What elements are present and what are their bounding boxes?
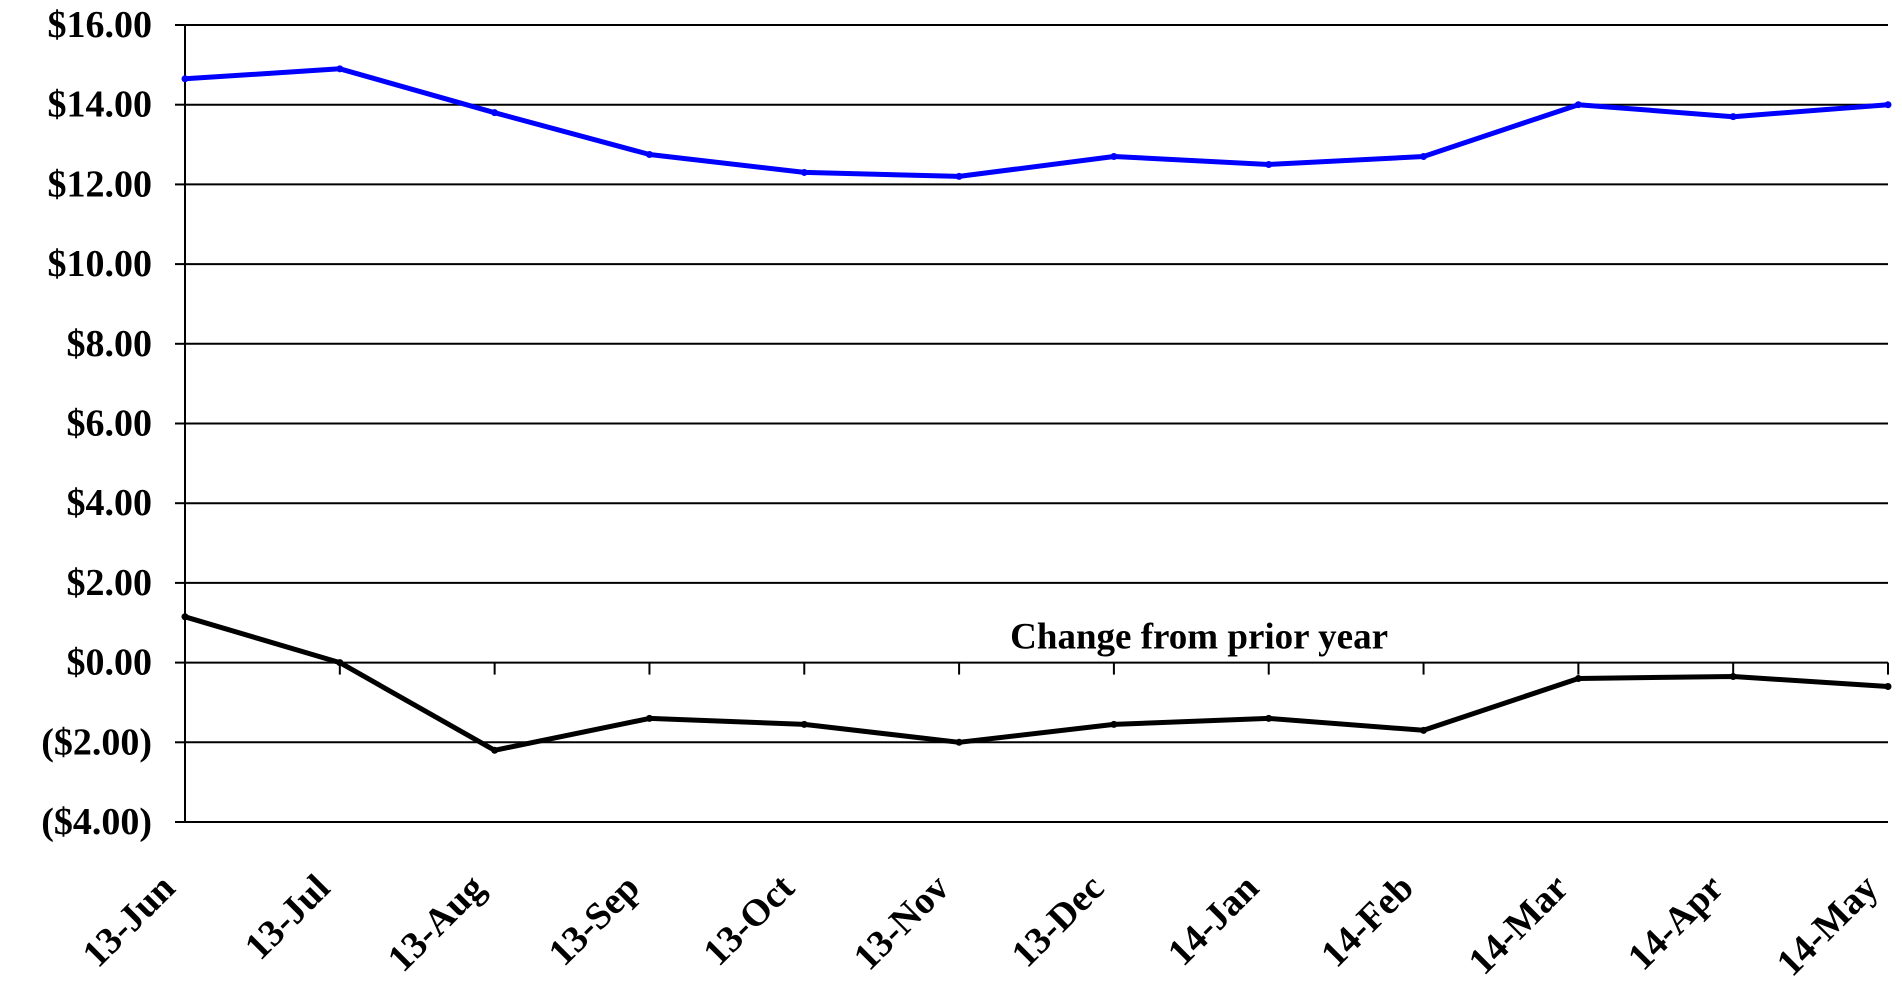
data-point — [1110, 720, 1118, 728]
data-point — [336, 65, 344, 73]
x-tick-label: 13-Sep — [540, 867, 647, 974]
y-axis-tick-labels: $16.00 $14.00 $12.00 $10.00 $8.00 $6.00 $4.00 $… — [41, 4, 152, 843]
data-point — [1265, 160, 1273, 168]
data-point — [1574, 101, 1582, 109]
x-tick-label: 14-Jan — [1160, 867, 1267, 974]
annotation-change-from-prior-year: Change from prior year — [1010, 617, 1388, 658]
data-point — [181, 75, 189, 83]
x-tick-label: 13-Jul — [237, 867, 338, 968]
y-tick-label: $14.00 — [48, 84, 153, 126]
axes — [175, 24, 1889, 823]
data-point — [1729, 673, 1737, 681]
data-point — [1884, 101, 1892, 109]
data-point — [1110, 153, 1118, 161]
x-tick-label: 13-Oct — [695, 866, 803, 974]
x-tick-label: 14-Apr — [1620, 867, 1732, 979]
y-tick-label: ($4.00) — [41, 801, 152, 843]
gridlines — [185, 24, 1888, 823]
x-tick-label: 13-Jun — [75, 867, 184, 976]
data-point — [1729, 113, 1737, 121]
data-point — [955, 172, 963, 180]
x-tick-label: 13-Aug — [380, 867, 493, 980]
y-tick-label: $8.00 — [67, 323, 153, 365]
data-point — [800, 168, 808, 176]
y-tick-label: $4.00 — [67, 482, 153, 524]
y-tick-label: $12.00 — [48, 163, 153, 205]
x-tick-label: 14-Feb — [1313, 867, 1422, 976]
data-point — [491, 746, 499, 754]
data-point — [645, 151, 653, 159]
series-line-2 — [182, 614, 1891, 753]
y-tick-label: ($2.00) — [41, 721, 152, 763]
x-tick-label: 13-Dec — [1003, 867, 1112, 976]
data-point — [955, 738, 963, 746]
y-tick-label: $0.00 — [67, 642, 153, 684]
data-point — [645, 714, 653, 722]
annotations: Change from prior year — [1010, 617, 1388, 658]
data-point — [1884, 683, 1892, 691]
series-line-1 — [182, 66, 1891, 179]
data-point — [1265, 714, 1273, 722]
data-point — [1420, 153, 1428, 161]
data-point — [1420, 726, 1428, 734]
x-tick-label: 13-Nov — [846, 867, 958, 979]
data-point — [336, 659, 344, 667]
data-point — [1574, 675, 1582, 683]
x-tick-label: 14-Mar — [1460, 867, 1576, 983]
y-tick-label: $16.00 — [48, 4, 153, 46]
x-tick-label: 14-May — [1769, 867, 1887, 985]
data-point — [491, 109, 499, 117]
y-tick-label: $6.00 — [67, 403, 153, 445]
y-tick-label: $2.00 — [67, 562, 153, 604]
data-point — [181, 613, 189, 621]
data-point — [800, 720, 808, 728]
series-lines — [181, 65, 1892, 754]
y-tick-label: $10.00 — [48, 243, 153, 285]
x-axis-tick-labels: 13-Jun 13-Jul 13-Aug 13-Sep 13-Oct 13-Nov 13-D… — [75, 866, 1887, 984]
